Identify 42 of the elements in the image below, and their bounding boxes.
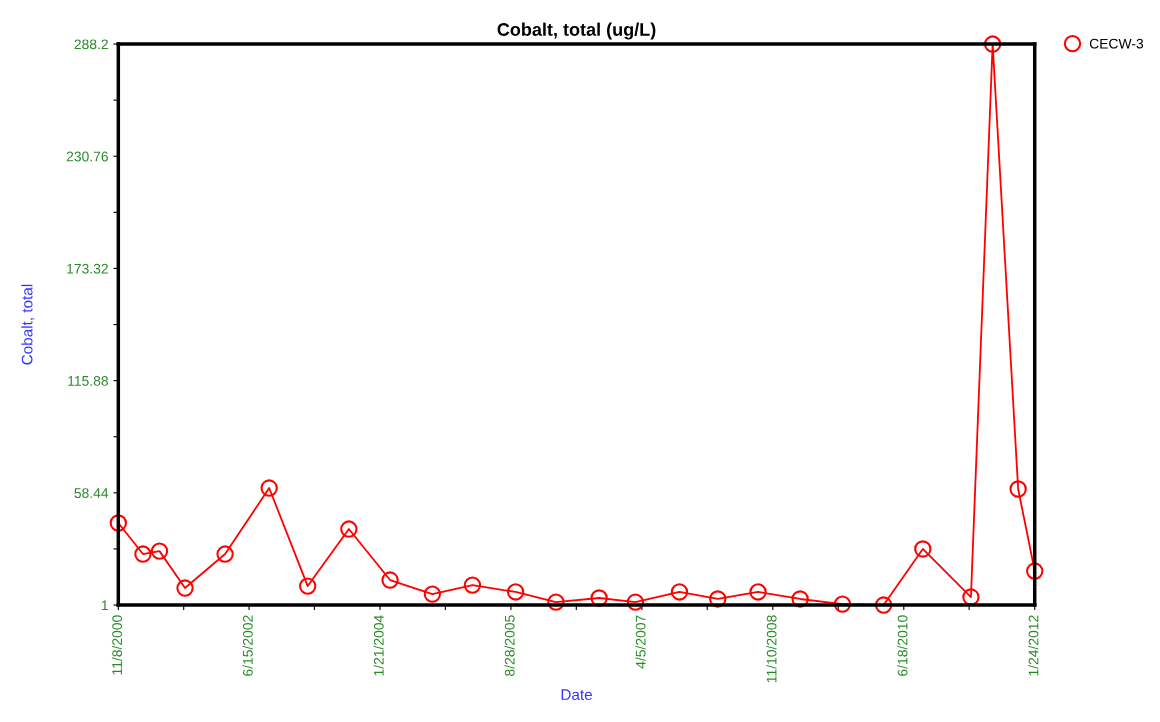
legend-label: CECW-3	[1089, 38, 1144, 49]
point	[626, 593, 645, 611]
y-tick-label: 1	[101, 600, 108, 611]
point	[506, 583, 525, 601]
point	[299, 577, 317, 595]
y-tick-label: 115.88	[68, 375, 108, 386]
x-tick-label: 1/24/2012	[1028, 615, 1039, 676]
point	[150, 542, 169, 560]
point	[260, 479, 278, 497]
x-tick-label: 1/21/2004	[373, 615, 384, 676]
x-tick-label: 6/15/2002	[242, 615, 253, 676]
point	[749, 583, 767, 601]
y-axis-title: Cobalt, total	[21, 284, 35, 365]
y-tick-label: 58.44	[74, 488, 109, 499]
x-tick-label: 8/28/2005	[504, 615, 515, 676]
point	[216, 545, 234, 563]
point	[670, 583, 689, 601]
x-tick-label: 11/8/2000	[111, 615, 123, 675]
point	[791, 590, 809, 608]
x-tick-label: 4/5/2007	[635, 615, 646, 669]
point	[833, 595, 852, 613]
x-tick-label: 6/18/2010	[897, 615, 908, 676]
point	[1026, 562, 1044, 580]
point	[983, 35, 1002, 53]
point	[176, 579, 194, 597]
x-axis-title: Date	[561, 689, 592, 701]
point	[463, 576, 482, 594]
point	[547, 593, 565, 611]
point	[874, 596, 893, 614]
point	[134, 545, 152, 563]
y-tick-label: 288.2	[74, 39, 108, 50]
y-tick-label: 230.76	[66, 151, 108, 162]
point	[381, 571, 399, 589]
y-tick-label: 173.32	[67, 263, 108, 274]
chart-title: Cobalt, total (ug/L)	[497, 22, 656, 40]
point	[709, 590, 727, 608]
point	[109, 514, 127, 532]
point	[340, 520, 358, 538]
point	[1009, 480, 1027, 498]
x-tick-label: 11/10/2008	[766, 615, 777, 683]
point	[423, 585, 442, 603]
point	[914, 540, 932, 558]
